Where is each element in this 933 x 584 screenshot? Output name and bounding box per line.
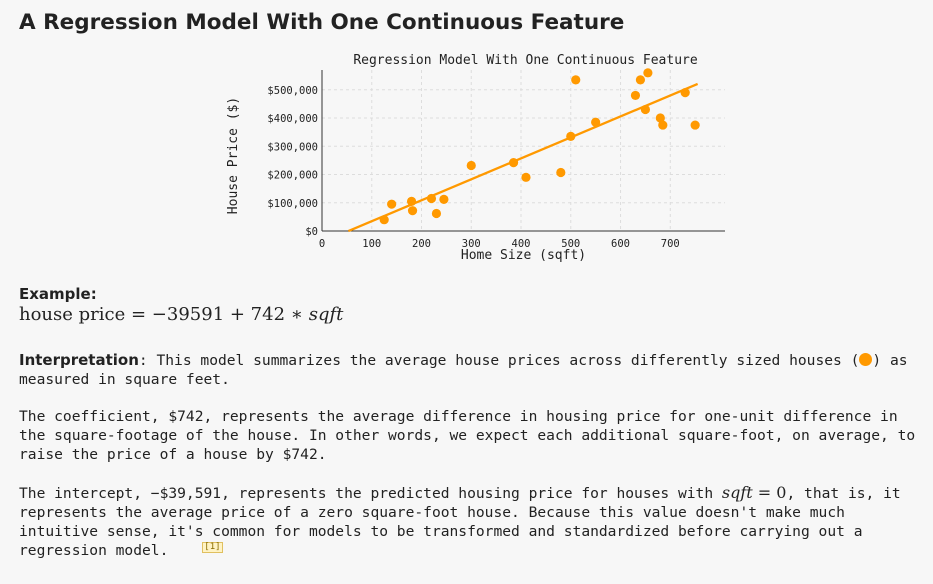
data-point <box>466 160 476 171</box>
formula-times: ∗ <box>285 304 309 325</box>
data-point <box>630 90 641 101</box>
data-point <box>379 215 389 225</box>
x-tick-label: 600 <box>611 238 630 250</box>
coefficient-paragraph: The coefficient, $742, represents the av… <box>19 408 916 463</box>
data-point <box>680 87 690 98</box>
x-tick-label: 700 <box>661 238 680 250</box>
y-tick-label: $300,000 <box>267 141 318 153</box>
chart-title: Regression Model With One Continuous Fea… <box>353 53 698 68</box>
data-point <box>658 120 668 130</box>
y-tick-label: $200,000 <box>267 170 318 182</box>
data-point <box>407 206 418 216</box>
interpretation-text-b: ) as measured in square feet. <box>19 352 908 388</box>
example-heading: Example: <box>19 285 97 303</box>
formula-intercept: −39591 <box>151 304 225 325</box>
intercept-math-eq: = <box>752 483 777 502</box>
y-tick-label: $400,000 <box>267 113 318 125</box>
data-point <box>406 196 417 206</box>
data-point <box>426 193 437 204</box>
intercept-math-var: sqft <box>721 483 753 502</box>
data-point <box>591 117 601 127</box>
x-tick-labels: 0 100 200 300 400 500 600 700 <box>319 238 680 250</box>
page-title: A Regression Model With One Continuous F… <box>19 10 625 35</box>
interpretation-label: Interpretation <box>19 351 139 369</box>
regression-formula: house price = −39591 + 742 ∗ sqft <box>19 304 343 325</box>
footnote-number[interactable]: [1] <box>202 542 223 553</box>
data-point <box>387 199 397 209</box>
formula-plus: + <box>224 304 251 325</box>
x-tick-label: 400 <box>512 238 531 250</box>
data-point <box>635 75 646 85</box>
data-point <box>640 104 650 115</box>
data-point <box>690 120 700 130</box>
x-tick-label: 300 <box>462 238 481 250</box>
data-point <box>521 172 531 182</box>
formula-slope: 742 <box>250 304 286 325</box>
intercept-text-a: The intercept, −$39,591, represents the … <box>19 485 722 502</box>
x-tick-label: 100 <box>362 238 381 250</box>
x-tick-label: 500 <box>561 238 580 250</box>
data-point <box>566 131 576 141</box>
x-axis-label: Home Size (sqft) <box>461 248 586 263</box>
data-point <box>431 208 442 219</box>
axes <box>321 70 725 232</box>
intercept-math-zero: 0 <box>776 483 787 502</box>
intercept-text-b: , that is, it represents the average pri… <box>19 485 901 540</box>
y-tick-labels: $0 $100,000 $200,000 $300,000 $400,000 $500,0… <box>267 85 318 238</box>
y-axis-label: House Price ($) <box>226 97 241 214</box>
data-point <box>643 68 653 78</box>
regression-line <box>347 82 699 233</box>
data-point <box>439 194 449 204</box>
data-points <box>379 68 700 225</box>
scatter-chart: Regression Model With One Continuous Fea… <box>226 53 725 263</box>
intercept-text-c: common for models to be transformed and … <box>19 523 863 559</box>
data-point <box>508 158 519 168</box>
data-point <box>655 113 665 123</box>
y-tick-label: $0 <box>305 226 318 238</box>
grid-lines <box>322 70 725 231</box>
x-tick-label: 200 <box>412 238 431 250</box>
y-tick-label: $500,000 <box>267 85 318 97</box>
x-tick-label: 0 <box>319 238 325 250</box>
formula-lhs: house price <box>19 304 126 325</box>
formula-equals: = <box>125 304 152 325</box>
formula-variable: sqft <box>308 304 344 325</box>
interpretation-paragraph: Interpretation: This model summarizes th… <box>19 351 924 389</box>
intercept-paragraph: The intercept, −$39,591, represents the … <box>19 483 924 560</box>
orange-dot-icon <box>859 353 873 366</box>
data-point <box>556 167 566 178</box>
data-point <box>571 75 581 85</box>
y-tick-label: $100,000 <box>267 198 318 210</box>
interpretation-text-a: : This model summarizes the average hous… <box>138 352 860 369</box>
